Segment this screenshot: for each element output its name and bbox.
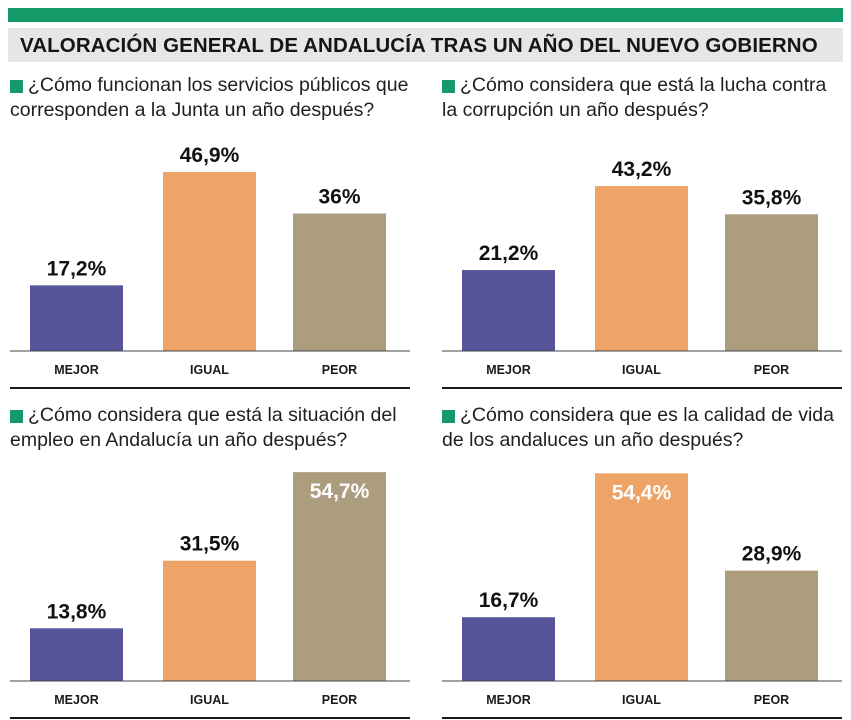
value-label: 17,2% xyxy=(47,257,107,280)
bar-mejor xyxy=(30,285,123,351)
chart-panel-employment: ¿Cómo considera que está la situación de… xyxy=(10,400,412,720)
question-marker xyxy=(10,410,23,423)
bar-mejor xyxy=(462,617,555,681)
chart-panel-services: ¿Cómo funcionan los servicios públicos q… xyxy=(10,70,412,390)
value-label: 35,8% xyxy=(742,186,802,209)
category-label: MEJOR xyxy=(486,693,530,707)
question-text: ¿Cómo considera que está la situación de… xyxy=(10,404,397,451)
bar-igual xyxy=(595,473,688,681)
bar-chart-quality-of-life: 16,7% MEJOR 54,4% IGUAL 28,9% PEOR xyxy=(442,473,842,719)
value-label: 13,8% xyxy=(47,600,107,623)
category-label: PEOR xyxy=(322,363,357,377)
value-label: 28,9% xyxy=(742,543,802,566)
bar-mejor xyxy=(462,270,555,351)
category-label: IGUAL xyxy=(190,693,229,707)
question-marker xyxy=(442,80,455,93)
value-label: 16,7% xyxy=(479,589,539,612)
bar-peor xyxy=(725,570,818,681)
category-label: PEOR xyxy=(754,363,789,377)
category-label: MEJOR xyxy=(486,363,530,377)
category-label: IGUAL xyxy=(622,693,661,707)
bar-peor xyxy=(293,213,386,351)
category-label: IGUAL xyxy=(622,363,661,377)
bar-igual xyxy=(163,171,256,351)
bar-igual xyxy=(595,186,688,351)
value-label: 43,2% xyxy=(612,158,672,181)
bar-igual xyxy=(163,560,256,681)
bar-chart-employment: 13,8% MEJOR 31,5% IGUAL 54,7% PEOR xyxy=(10,472,410,719)
question-marker xyxy=(10,80,23,93)
bar-chart-services: 17,2% MEJOR 46,9% IGUAL 36% PEOR xyxy=(10,144,410,389)
question-text: ¿Cómo funcionan los servicios públicos q… xyxy=(10,74,409,121)
chart-panel-corruption: ¿Cómo considera que está la lucha contra… xyxy=(442,70,844,390)
question-text: ¿Cómo considera que está la lucha contra… xyxy=(442,74,827,121)
bar-mejor xyxy=(30,628,123,681)
question-text: ¿Cómo considera que es la calidad de vid… xyxy=(442,404,834,451)
category-label: MEJOR xyxy=(54,363,98,377)
chart-panel-quality-of-life: ¿Cómo considera que es la calidad de vid… xyxy=(442,400,844,720)
bar-peor xyxy=(725,214,818,351)
header-box: VALORACIÓN GENERAL DE ANDALUCÍA TRAS UN … xyxy=(8,28,843,62)
bar-peor xyxy=(293,472,386,681)
value-label: 46,9% xyxy=(180,144,240,167)
top-accent-bar xyxy=(8,8,843,22)
category-label: MEJOR xyxy=(54,693,98,707)
value-label: 36% xyxy=(318,186,360,209)
page-title: VALORACIÓN GENERAL DE ANDALUCÍA TRAS UN … xyxy=(20,34,818,57)
value-label: 54,4% xyxy=(612,481,672,504)
bar-chart-corruption: 21,2% MEJOR 43,2% IGUAL 35,8% PEOR xyxy=(442,158,842,389)
category-label: PEOR xyxy=(754,693,789,707)
value-label: 21,2% xyxy=(479,242,539,265)
value-label: 31,5% xyxy=(180,533,240,556)
question-marker xyxy=(442,410,455,423)
category-label: PEOR xyxy=(322,693,357,707)
category-label: IGUAL xyxy=(190,363,229,377)
value-label: 54,7% xyxy=(310,480,370,503)
